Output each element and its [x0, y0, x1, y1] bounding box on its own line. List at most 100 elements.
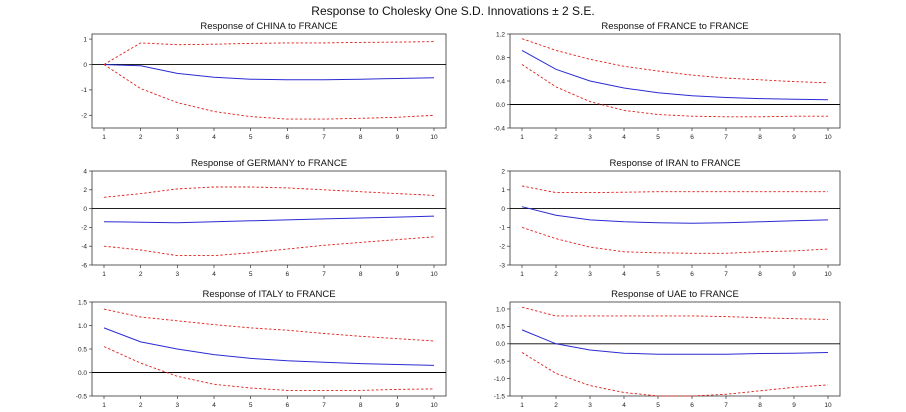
x-tick-label: 3: [176, 271, 180, 278]
x-tick-label: 4: [622, 134, 626, 141]
y-tick-label: 0.5: [496, 324, 505, 331]
y-tick-label: 2: [501, 168, 505, 175]
x-tick-label: 7: [724, 402, 728, 409]
figure-title: Response to Cholesky One S.D. Innovation…: [311, 4, 595, 18]
panel-italy: Response of ITALY to FRANCE 1.5 1.0 0.5 0.0 -…: [76, 289, 447, 409]
y-tick-label: -4: [81, 244, 87, 251]
lower-band-line: [521, 352, 829, 397]
x-tick-label: 3: [588, 134, 592, 141]
plot-frame: [91, 170, 447, 266]
x-tick-label: 10: [430, 134, 438, 141]
x-tick-label: 7: [322, 402, 326, 409]
y-tick-label: 1.5: [78, 299, 87, 306]
x-tick-label: 3: [588, 402, 592, 409]
x-tick-label: 9: [396, 271, 400, 278]
x-tick-label: 2: [554, 402, 558, 409]
response-line: [103, 64, 435, 81]
y-tick-label: -3: [499, 262, 505, 269]
x-tick-label: 2: [554, 134, 558, 141]
x-tick-label: 1: [520, 402, 524, 409]
response-line: [103, 215, 435, 224]
y-tick-label: -2: [81, 113, 87, 120]
y-tick-label: -0.5: [494, 358, 506, 365]
x-tick-label: 5: [249, 402, 253, 409]
panel-title: Response of ITALY to FRANCE: [202, 289, 335, 300]
plot-frame: [509, 33, 841, 129]
lower-band-line: [103, 236, 435, 257]
panel-title: Response of CHINA to FRANCE: [200, 21, 337, 32]
upper-band-line: [521, 306, 829, 320]
x-tick-label: 4: [622, 402, 626, 409]
x-tick-label: 10: [824, 134, 832, 141]
x-tick-label: 4: [212, 402, 216, 409]
y-tick-label: 0.0: [496, 341, 505, 348]
lower-band-line: [521, 64, 828, 118]
x-tick-label: 6: [690, 402, 694, 409]
plot-frame: [509, 170, 841, 266]
x-tick-label: 6: [690, 271, 694, 278]
y-tick-label: 0.0: [78, 370, 87, 377]
upper-band-line: [521, 38, 829, 84]
x-tick-label: 2: [139, 134, 143, 141]
x-tick-label: 1: [520, 134, 524, 141]
y-tick-label: 0.5: [78, 346, 87, 353]
x-tick-label: 8: [359, 134, 363, 141]
y-tick-label: -2: [499, 244, 505, 251]
x-tick-label: 4: [212, 134, 216, 141]
x-tick-label: 3: [176, 134, 180, 141]
x-tick-label: 8: [359, 402, 363, 409]
y-tick-label: 1.0: [496, 306, 505, 313]
x-tick-label: 9: [792, 271, 796, 278]
x-tick-label: 5: [656, 134, 660, 141]
y-tick-label: -1: [499, 225, 505, 232]
upper-band-line: [521, 185, 828, 194]
response-line: [103, 327, 435, 366]
x-tick-label: 8: [758, 402, 762, 409]
y-tick-label: -0.5: [76, 393, 88, 400]
panel-france: Response of FRANCE to FRANCE 1.2 0.8 0.4 0.0…: [494, 21, 841, 141]
y-tick-label: 2: [83, 187, 87, 194]
y-tick-label: -6: [81, 262, 87, 269]
plot-frame: [509, 301, 841, 397]
y-tick-label: -2: [81, 225, 87, 232]
x-tick-label: 6: [286, 134, 290, 141]
upper-band-line: [103, 186, 435, 198]
x-tick-label: 1: [102, 134, 106, 141]
x-tick-label: 10: [430, 271, 438, 278]
x-tick-label: 1: [102, 402, 106, 409]
x-tick-label: 10: [430, 402, 438, 409]
x-tick-label: 7: [322, 271, 326, 278]
y-tick-label: -1.0: [494, 376, 506, 383]
x-tick-label: 3: [588, 271, 592, 278]
response-line: [521, 49, 829, 101]
panel-title: Response of UAE to FRANCE: [611, 289, 739, 300]
y-tick-label: 1: [501, 187, 505, 194]
x-tick-label: 7: [724, 134, 728, 141]
panel-germany: Response of GERMANY to FRANCE 4 2 0 -2 -4 -6 1 2…: [81, 158, 447, 278]
panel-title: Response of GERMANY to FRANCE: [191, 158, 347, 169]
x-tick-label: 8: [758, 134, 762, 141]
x-tick-label: 5: [249, 271, 253, 278]
x-tick-label: 6: [690, 134, 694, 141]
x-tick-label: 1: [520, 271, 524, 278]
lower-band-line: [103, 346, 435, 391]
y-tick-label: 1.0: [78, 323, 87, 330]
x-tick-label: 2: [139, 402, 143, 409]
y-tick-label: 0: [501, 206, 505, 213]
x-tick-label: 9: [792, 134, 796, 141]
y-tick-label: 4: [83, 168, 87, 175]
y-tick-label: 0.4: [496, 78, 505, 85]
lower-band-line: [103, 64, 435, 120]
x-tick-label: 8: [359, 271, 363, 278]
x-tick-label: 6: [286, 402, 290, 409]
y-tick-label: -0.4: [494, 125, 506, 132]
lower-band-line: [521, 226, 829, 254]
x-tick-label: 10: [824, 271, 832, 278]
x-tick-label: 5: [656, 402, 660, 409]
y-tick-label: 0: [83, 62, 87, 69]
y-tick-label: 0.0: [496, 102, 505, 109]
